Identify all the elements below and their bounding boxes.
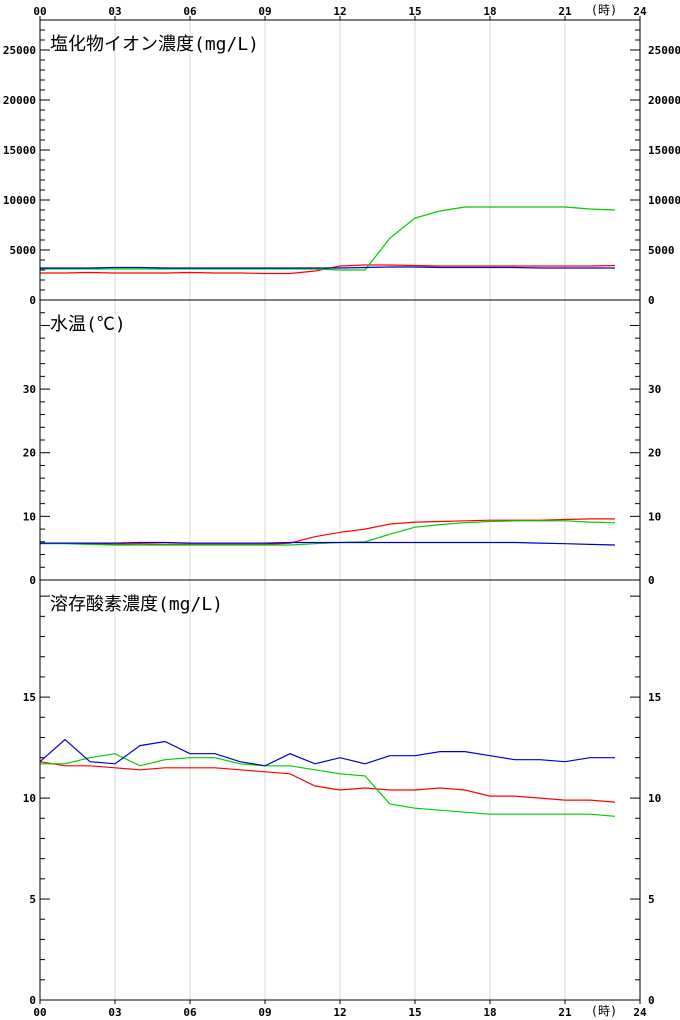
y-tick-label-right: 25000 bbox=[648, 44, 680, 57]
y-tick-label-left: 30 bbox=[23, 383, 36, 396]
x-tick-label-bottom: 24 bbox=[633, 1006, 647, 1019]
x-tick-label-top: 12 bbox=[333, 5, 346, 18]
y-tick-label-right: 0 bbox=[648, 994, 655, 1007]
y-tick-label-left: 25000 bbox=[3, 44, 36, 57]
x-tick-label-top: 18 bbox=[483, 5, 496, 18]
y-tick-label-left: 10 bbox=[23, 792, 36, 805]
y-tick-label-right: 0 bbox=[648, 294, 655, 307]
series-line-blue bbox=[40, 541, 616, 546]
y-tick-label-left: 10000 bbox=[3, 194, 36, 207]
y-tick-label-right: 15000 bbox=[648, 144, 680, 157]
x-tick-label-bottom: 03 bbox=[108, 1006, 121, 1019]
y-tick-label-left: 5000 bbox=[10, 244, 37, 257]
series-line-green bbox=[40, 753, 616, 817]
y-tick-label-left: 0 bbox=[29, 574, 36, 587]
y-tick-label-right: 0 bbox=[648, 574, 655, 587]
x-tick-label-bottom: 12 bbox=[333, 1006, 346, 1019]
y-tick-label-right: 10000 bbox=[648, 194, 680, 207]
y-tick-label-right: 10 bbox=[648, 510, 661, 523]
panel-title: 塩化物イオン濃度(mg/L) bbox=[50, 34, 259, 55]
y-tick-label-right: 5 bbox=[648, 893, 655, 906]
y-tick-label-right: 20000 bbox=[648, 94, 680, 107]
y-tick-label-right: 10 bbox=[648, 792, 661, 805]
x-tick-label-top: 15 bbox=[408, 5, 421, 18]
x-tick-label-top: 06 bbox=[183, 5, 197, 18]
y-tick-label-left: 0 bbox=[29, 994, 36, 1007]
x-tick-label-bottom: 21 bbox=[558, 1006, 572, 1019]
x-tick-label-top: 21 bbox=[558, 5, 572, 18]
series-line-blue bbox=[39, 738, 615, 767]
y-tick-label-left: 20 bbox=[23, 447, 36, 460]
series-line-blue bbox=[40, 266, 615, 269]
panel-title: 溶存酸素濃度(mg/L) bbox=[50, 594, 223, 615]
x-tick-label-top: 00 bbox=[33, 5, 46, 18]
x-tick-label-top: 09 bbox=[258, 5, 271, 18]
y-tick-label-right: 30 bbox=[648, 383, 661, 396]
x-tick-label-bottom: 06 bbox=[183, 1006, 197, 1019]
y-tick-label-left: 0 bbox=[29, 294, 36, 307]
panel-title: 水温(℃) bbox=[50, 314, 126, 335]
series-line-red bbox=[40, 518, 615, 546]
y-tick-label-right: 20 bbox=[648, 447, 661, 460]
series-line-green bbox=[40, 206, 616, 271]
x-unit-label-bottom: (時) bbox=[591, 1004, 617, 1018]
x-tick-label-bottom: 09 bbox=[258, 1006, 271, 1019]
series-line-green bbox=[40, 520, 616, 546]
x-tick-label-top: 03 bbox=[108, 5, 121, 18]
y-tick-label-right: 5000 bbox=[648, 244, 675, 257]
y-tick-label-left: 20000 bbox=[3, 94, 36, 107]
y-tick-label-left: 15000 bbox=[3, 144, 36, 157]
y-tick-label-right: 15 bbox=[648, 691, 661, 704]
y-tick-label-left: 5 bbox=[29, 893, 36, 906]
x-tick-label-bottom: 00 bbox=[33, 1006, 46, 1019]
series-line-red bbox=[39, 761, 616, 803]
x-tick-label-bottom: 15 bbox=[408, 1006, 421, 1019]
y-tick-label-left: 10 bbox=[23, 510, 36, 523]
x-unit-label-top: (時) bbox=[591, 3, 617, 17]
y-tick-label-left: 15 bbox=[23, 691, 36, 704]
x-tick-label-top: 24 bbox=[633, 5, 647, 18]
x-tick-label-bottom: 18 bbox=[483, 1006, 496, 1019]
